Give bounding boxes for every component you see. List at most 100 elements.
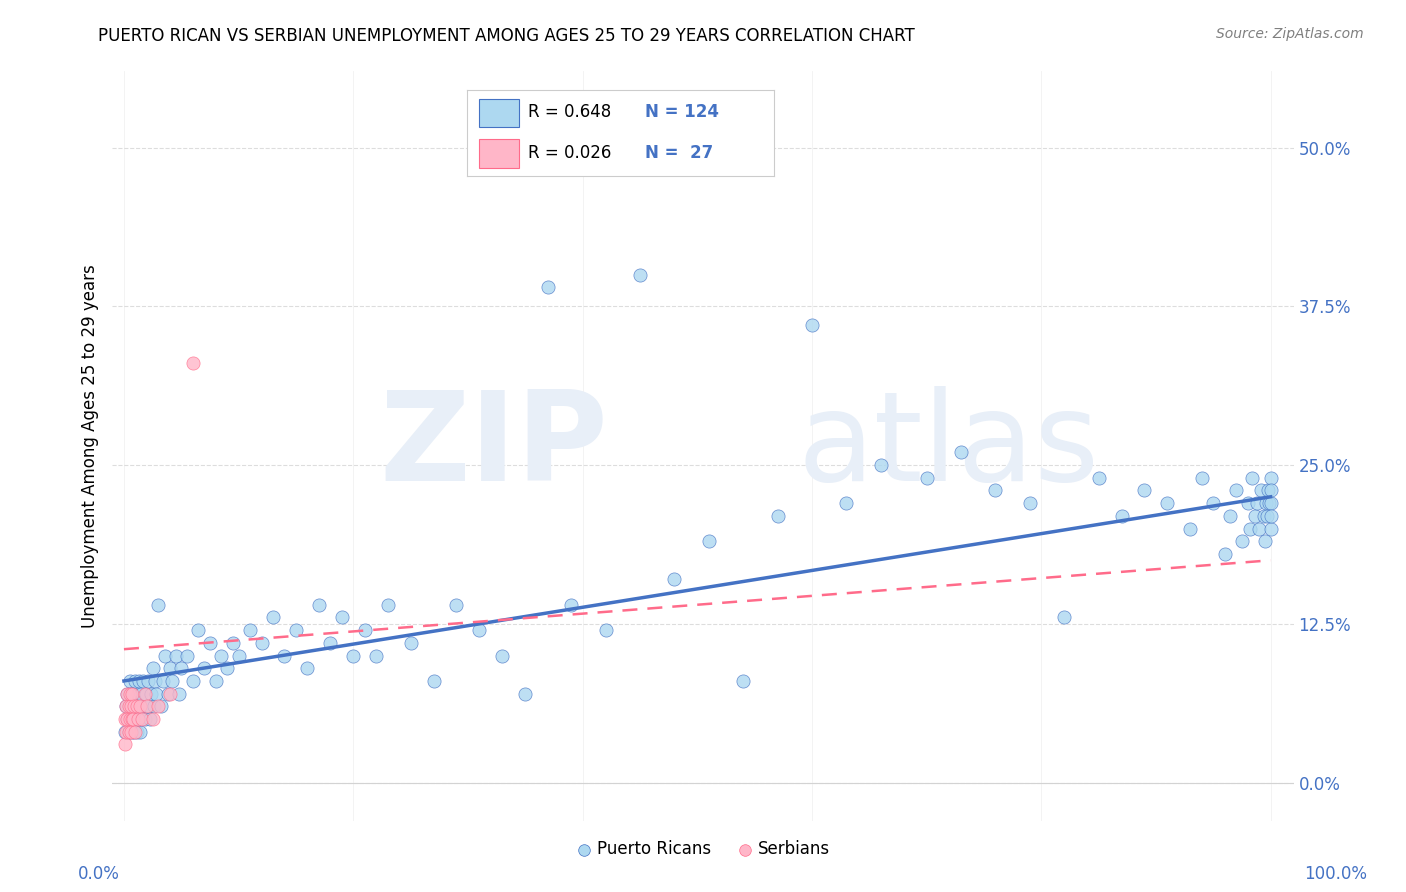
Point (1258, 496, 1281, 510)
Point (131, 712, 153, 726)
Point (1246, 496, 1268, 510)
Point (122, 687, 145, 701)
Point (1254, 534, 1277, 549)
Point (560, 598, 582, 612)
Text: PUERTO RICAN VS SERBIAN UNEMPLOYMENT AMONG AGES 25 TO 29 YEARS CORRELATION CHART: PUERTO RICAN VS SERBIAN UNEMPLOYMENT AMO… (98, 27, 915, 45)
Point (515, 687, 537, 701)
Point (131, 699, 153, 714)
Point (125, 699, 148, 714)
Point (129, 712, 152, 726)
Point (187, 623, 209, 637)
Point (273, 648, 295, 663)
Point (446, 598, 468, 612)
Point (835, 496, 858, 510)
Point (145, 687, 167, 701)
Point (1213, 547, 1236, 561)
Point (114, 738, 136, 752)
Point (209, 648, 232, 663)
Point (1249, 522, 1271, 536)
Point (193, 661, 215, 675)
Point (159, 687, 181, 701)
Point (697, 534, 720, 549)
Point (128, 673, 150, 688)
Point (160, 673, 183, 688)
Text: 100.0%: 100.0% (1305, 865, 1367, 883)
Text: atlas: atlas (797, 385, 1099, 507)
Point (170, 661, 193, 675)
Point (139, 712, 162, 726)
Point (120, 687, 142, 701)
Point (308, 598, 330, 612)
Point (284, 623, 307, 637)
Point (198, 636, 221, 650)
Point (366, 648, 388, 663)
Point (115, 724, 138, 739)
Point (142, 699, 165, 714)
Point (984, 483, 1007, 498)
Point (869, 458, 891, 472)
Point (1133, 483, 1156, 498)
Point (949, 445, 972, 459)
Point (1253, 508, 1275, 523)
Point (1254, 496, 1277, 510)
Point (128, 712, 150, 726)
Point (297, 661, 319, 675)
Point (127, 712, 149, 726)
Point (176, 648, 198, 663)
Point (262, 610, 284, 624)
Point (121, 724, 143, 739)
Point (122, 724, 145, 739)
Point (167, 687, 190, 701)
Point (114, 724, 136, 739)
Point (1230, 534, 1253, 549)
Point (118, 712, 141, 726)
Point (399, 636, 422, 650)
Legend: Puerto Ricans, Serbians: Puerto Ricans, Serbians (569, 833, 837, 864)
Point (134, 687, 156, 701)
Point (250, 636, 273, 650)
Point (117, 712, 139, 726)
Point (118, 673, 141, 688)
Point (1202, 496, 1225, 510)
Point (766, 508, 789, 523)
Point (127, 712, 149, 726)
Point (156, 687, 179, 701)
Point (129, 699, 152, 714)
Point (222, 636, 245, 650)
Point (1260, 496, 1282, 510)
Point (142, 712, 165, 726)
Point (124, 724, 146, 739)
Point (1219, 508, 1241, 523)
Point (537, 280, 560, 294)
Point (1018, 496, 1040, 510)
Point (143, 673, 166, 688)
Point (129, 699, 152, 714)
Point (121, 699, 143, 714)
Point (117, 687, 139, 701)
Point (125, 699, 148, 714)
Point (134, 712, 156, 726)
Point (142, 661, 165, 675)
Point (800, 318, 823, 333)
Point (204, 673, 226, 688)
Point (915, 471, 938, 485)
Point (1250, 483, 1272, 498)
Point (124, 673, 146, 688)
Point (149, 699, 172, 714)
Point (377, 598, 399, 612)
Point (733, 673, 755, 688)
Point (118, 687, 141, 701)
Point (122, 699, 145, 714)
Point (135, 687, 157, 701)
Point (136, 673, 159, 688)
Point (1239, 522, 1261, 536)
Point (138, 699, 160, 714)
Point (117, 699, 139, 714)
Point (117, 687, 139, 701)
Point (595, 623, 617, 637)
Point (422, 673, 444, 688)
Point (1241, 471, 1264, 485)
Point (148, 699, 170, 714)
Point (121, 712, 143, 726)
Point (353, 623, 375, 637)
